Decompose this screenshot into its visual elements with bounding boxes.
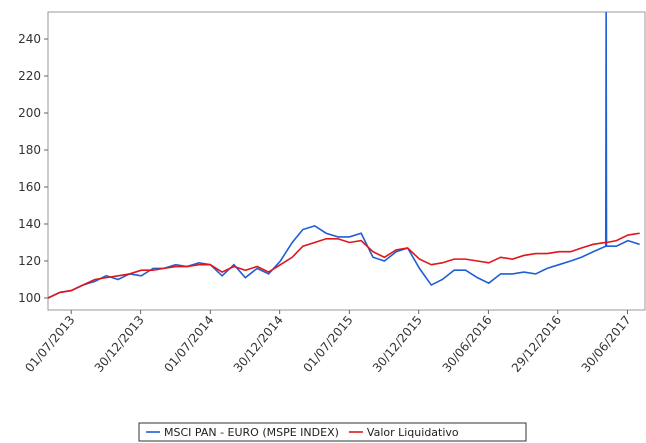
x-tick-label: 01/07/2014 <box>161 313 216 375</box>
x-tick-label: 30/12/2015 <box>370 313 425 375</box>
x-tick-label: 29/12/2016 <box>509 313 564 375</box>
series-line <box>48 232 640 299</box>
y-tick-label: 100 <box>18 291 41 305</box>
x-tick-label: 30/12/2014 <box>231 313 286 375</box>
series-line <box>48 12 640 299</box>
plot-frame <box>47 11 646 311</box>
y-tick-label: 200 <box>18 106 41 120</box>
x-tick-label: 01/07/2015 <box>300 313 355 375</box>
y-tick-label: 180 <box>18 143 41 157</box>
legend-label: MSCI PAN - EURO (MSPE INDEX) <box>164 426 339 439</box>
y-tick-label: 240 <box>18 32 41 46</box>
y-tick-label: 120 <box>18 254 41 268</box>
legend <box>138 422 527 442</box>
x-tick-label: 01/07/2013 <box>22 313 77 375</box>
y-tick-label: 220 <box>18 69 41 83</box>
plot-area <box>48 12 640 299</box>
y-tick-label: 140 <box>18 217 41 231</box>
legend-label: Valor Liquidativo <box>367 426 459 439</box>
x-tick-label: 30/12/2013 <box>92 313 147 375</box>
y-tick-label: 160 <box>18 180 41 194</box>
x-tick-label: 30/06/2017 <box>579 313 634 375</box>
x-tick-label: 30/06/2016 <box>440 313 495 375</box>
